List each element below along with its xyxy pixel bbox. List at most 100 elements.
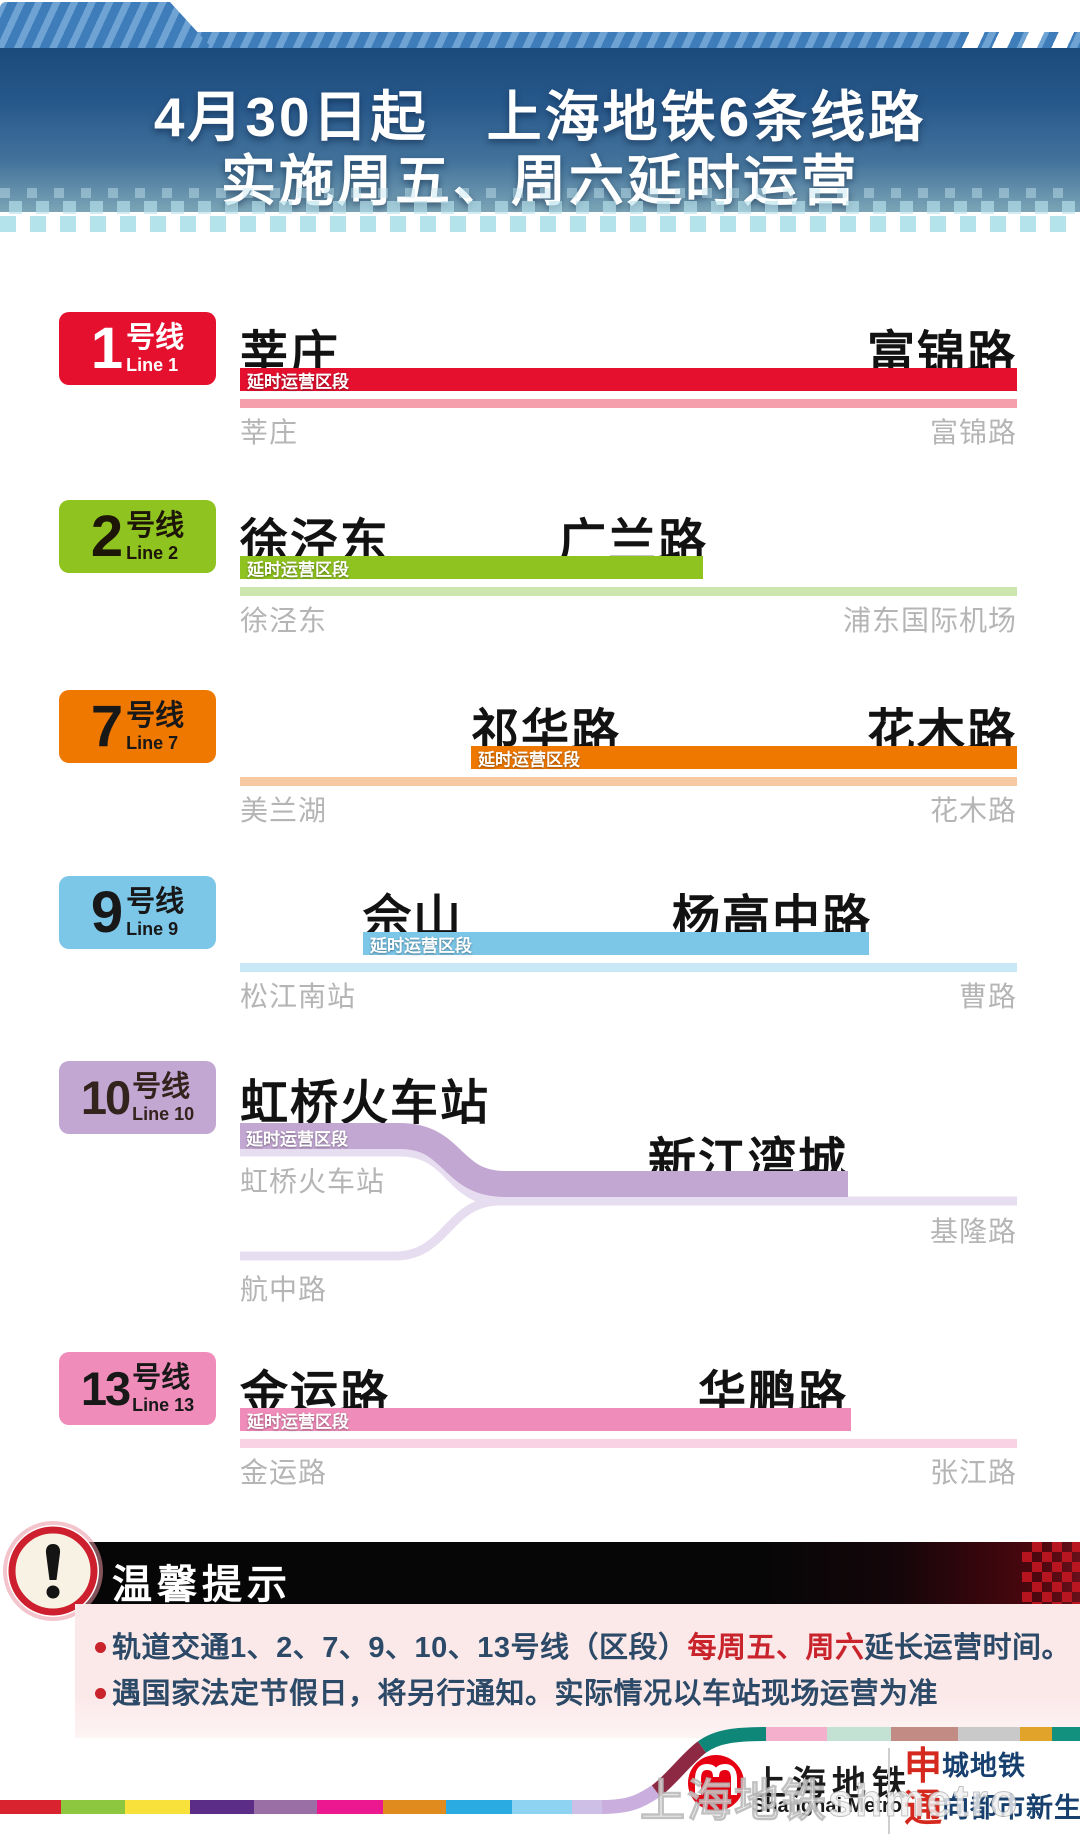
line-10-badge: 10 号线 Line 10 [59, 1061, 216, 1134]
full-line-bar [240, 399, 1017, 408]
ribbon-segment [572, 1800, 602, 1814]
extended-segment-band [240, 1123, 848, 1197]
ribbon-segment [0, 1800, 61, 1814]
brand-name-cn: 上海地铁 [752, 1765, 912, 1803]
terminus-start: 美兰湖 [240, 795, 328, 826]
terminus-end: 曹路 [958, 981, 1017, 1012]
line-name-en: Line 9 [126, 918, 179, 939]
header-stripe-band [0, 32, 1080, 49]
terminus-end: 基隆路 [929, 1216, 1017, 1247]
ribbon-segment [1052, 1727, 1080, 1741]
ribbon-bottom-band [0, 1800, 602, 1814]
notice-header-bar [66, 1542, 1080, 1604]
line-suffix: 号线 [126, 885, 185, 918]
extended-segment-bar: 延时运营区段 [471, 746, 1017, 769]
line-2-badge: 2 号线 Line 2 [59, 500, 216, 573]
ribbon-segment [891, 1727, 958, 1741]
line-suffix: 号线 [132, 1361, 191, 1394]
bullet-1-suffix: 延长运营时间。 [864, 1632, 1072, 1664]
bullet-dot [95, 1688, 106, 1699]
ribbon-segment [61, 1800, 125, 1814]
line-suffix: 号线 [126, 509, 185, 542]
bullet-2-text: 遇国家法定节假日，将另行通知。实际情况以车站现场运营为准 [112, 1678, 939, 1710]
line-number: 7 [90, 693, 124, 759]
line-name-en: Line 7 [126, 732, 179, 753]
line-9-badge: 9 号线 Line 9 [59, 876, 216, 949]
full-line-bar [240, 777, 1017, 786]
bullet-dot [95, 1642, 106, 1653]
line-number: 10 [80, 1071, 131, 1124]
line-suffix: 号线 [126, 699, 185, 732]
slogan-rest-2: 向都市新生活 [942, 1793, 1080, 1823]
ribbon-segment [317, 1800, 383, 1814]
shanghai-metro-logo [688, 1755, 744, 1811]
full-line-bar [240, 1439, 1017, 1448]
extended-segment-bar: 延时运营区段 [240, 556, 703, 579]
ribbon-top-band [766, 1727, 1080, 1741]
ribbon-segment [190, 1800, 254, 1814]
line-row-1: 1 号线 Line 1 莘庄 富锦路 延时运营区段 莘庄 富锦路 [0, 312, 1080, 462]
full-line-bar [240, 587, 1017, 596]
terminus-branch-lower: 航中路 [240, 1274, 328, 1305]
terminus-start: 金运路 [240, 1457, 328, 1488]
terminus-end: 张江路 [929, 1457, 1017, 1488]
terminus-start: 徐泾东 [240, 605, 328, 636]
segment-bar-label: 延时运营区段 [247, 560, 349, 579]
slogan-big-char-1: 申 [904, 1746, 943, 1788]
bullet-1-highlight: 每周五、周六 [687, 1632, 865, 1664]
ribbon-segment [125, 1800, 190, 1814]
footer-divider [888, 1748, 890, 1834]
ribbon-segment [827, 1727, 891, 1741]
logo-m-glyph [695, 1763, 737, 1795]
bullet-1-prefix: 轨道交通1、2、7、9、10、13号线（区段） [112, 1632, 688, 1664]
poster-title-line1: 4月30日起 上海地铁6条线路 [153, 86, 927, 148]
line-number: 1 [90, 315, 124, 381]
line-row-7: 7 号线 Line 7 祁华路 花木路 延时运营区段 美兰湖 花木路 [0, 690, 1080, 840]
extended-segment-bar: 延时运营区段 [240, 368, 1017, 391]
exclamation-bar [45, 1544, 61, 1580]
segment-bar-label: 延时运营区段 [478, 750, 580, 769]
ribbon-segment [958, 1727, 1020, 1741]
ribbon-segment [446, 1800, 512, 1814]
header-dissolve-row1 [0, 188, 1080, 198]
ribbon-segment [383, 1800, 446, 1814]
terminus-end: 富锦路 [929, 417, 1017, 448]
line-row-13: 13 号线 Line 13 金运路 华鹏路 延时运营区段 金运路 张江路 [0, 1352, 1080, 1502]
line-suffix: 号线 [132, 1070, 191, 1103]
terminus-end: 浦东国际机场 [842, 605, 1017, 636]
line-name-en: Line 1 [126, 354, 179, 375]
slogan-line-1: 申城地铁 [904, 1748, 1026, 1786]
line-suffix: 号线 [126, 321, 185, 354]
terminus-branch-upper: 虹桥火车站 [240, 1166, 386, 1197]
slogan-rest-1: 城地铁 [942, 1751, 1027, 1781]
exclamation-dot [46, 1585, 60, 1599]
terminus-end: 花木路 [929, 795, 1017, 826]
line-name-en: Line 13 [132, 1394, 195, 1415]
notice-title: 温馨提示 [112, 1563, 292, 1607]
line-row-10: 10 号线 Line 10 虹桥火车站 新江湾城 延时运营区段 虹桥火车站 基隆路… [0, 1061, 1080, 1311]
header-corner-slashes [955, 32, 1080, 49]
line-row-9: 9 号线 Line 9 佘山 杨高中路 延时运营区段 松江南站 曹路 [0, 876, 1080, 1026]
full-line-bar [240, 963, 1017, 972]
line-number: 9 [90, 879, 124, 945]
segment-bar-label: 延时运营区段 [247, 372, 349, 391]
line-10-branch-diagram [240, 1123, 1017, 1261]
ribbon-segment [766, 1727, 827, 1741]
warning-icon [3, 1521, 103, 1621]
header-background [0, 48, 1080, 212]
header-dissolve-row2 [0, 201, 1080, 214]
footer-ribbon [0, 1727, 1080, 1814]
ribbon-curve-seg2 [651, 1741, 707, 1797]
line-number: 13 [80, 1362, 131, 1415]
terminus-start: 松江南站 [240, 981, 357, 1012]
segment-bar-label: 延时运营区段 [246, 1130, 348, 1149]
header-dissolve-row3 [0, 216, 1080, 232]
line-number: 2 [90, 503, 124, 569]
line-7-badge: 7 号线 Line 7 [59, 690, 216, 763]
header-stripe-tab [0, 2, 212, 48]
segment-bar-label: 延时运营区段 [247, 1412, 349, 1431]
notice-body [75, 1604, 1080, 1738]
line-13-badge: 13 号线 Line 13 [59, 1352, 216, 1425]
brand-name-en: Shanghai Metro [752, 1795, 903, 1817]
